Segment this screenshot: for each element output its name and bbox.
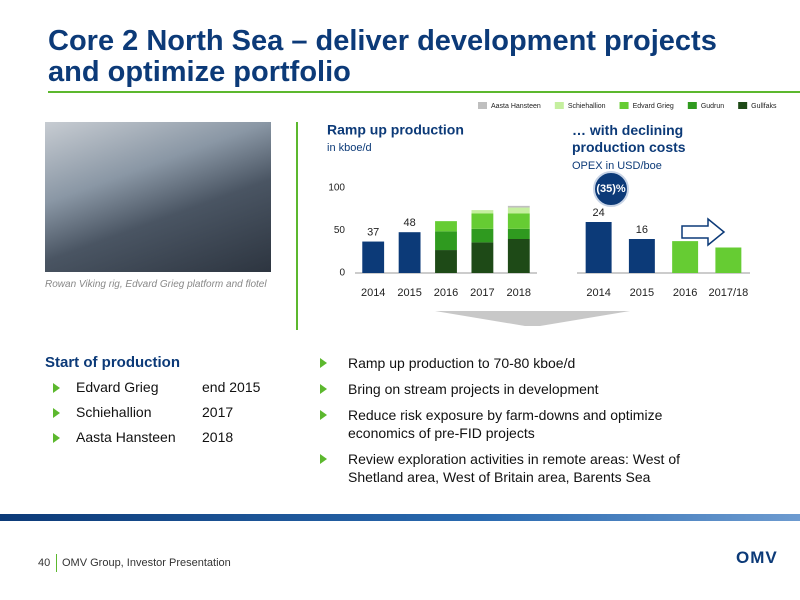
bullet-text: Ramp up production to 70-80 kboe/d — [348, 355, 576, 371]
x-tick-label: 2015 — [630, 287, 654, 299]
bar-segment — [471, 210, 494, 214]
bar-segment — [672, 241, 699, 273]
legend-swatch — [619, 102, 629, 109]
sop-name: Aasta Hansteen — [76, 429, 176, 445]
bar-segment — [507, 228, 530, 239]
bar-segment — [471, 228, 494, 243]
page-number: 40 — [38, 557, 51, 569]
trend-arrow — [681, 217, 726, 247]
footer-text: OMV Group, Investor Presentation — [62, 557, 231, 569]
photo-caption: Rowan Viking rig, Edvard Grieg platform … — [45, 279, 267, 290]
bullet-marker — [53, 383, 60, 393]
charts: Ramp up production 0 50 100 2014 37 2015 48 2016… — [327, 102, 777, 326]
x-tick-label: 2018 — [507, 287, 531, 299]
bullet-text: Reduce risk exposure by farm-downs and o… — [348, 407, 663, 441]
legend-label: Gudrun — [701, 103, 724, 110]
data-label: 48 — [403, 217, 415, 229]
x-tick-label: 2014 — [586, 287, 610, 299]
legend-swatch — [554, 102, 564, 109]
chart-subtitle: in kboe/d — [327, 142, 372, 154]
bullet-marker — [53, 433, 60, 443]
chart-subtitle: OPEX in USD/boe — [572, 160, 662, 172]
x-tick-label: 2017/18 — [708, 287, 748, 299]
legend-swatch — [738, 102, 748, 109]
legend-label: Schiehallion — [568, 103, 606, 110]
bar-segment — [715, 247, 742, 273]
x-tick-label: 2017 — [470, 287, 494, 299]
data-label: 37 — [367, 226, 379, 238]
sop-date: end 2015 — [202, 379, 261, 395]
legend-swatch — [478, 102, 487, 109]
data-label: 16 — [636, 224, 648, 236]
bullet-text: Bring on stream projects in development — [348, 381, 599, 397]
divider — [296, 122, 298, 330]
sop-name: Schiehallion — [76, 404, 152, 420]
y-tick-label: 100 — [328, 183, 345, 194]
x-tick-label: 2016 — [673, 287, 697, 299]
bullet-marker — [53, 408, 60, 418]
footer-band — [0, 514, 800, 521]
chart-title: … with declining production costs — [572, 122, 686, 155]
bullet-marker — [320, 358, 327, 368]
bar-segment — [507, 207, 530, 214]
bar — [362, 241, 385, 273]
bar — [398, 232, 421, 273]
title-rule — [48, 91, 800, 93]
arrow-down — [435, 311, 630, 326]
bar-segment — [471, 213, 494, 229]
logo: OMV — [736, 548, 778, 567]
sop-date: 2018 — [202, 429, 234, 445]
bullet-text: Review exploration activities in remote … — [348, 451, 680, 485]
x-tick-label: 2015 — [397, 287, 421, 299]
y-tick-label: 50 — [334, 225, 346, 236]
bar-segment — [471, 242, 494, 273]
bullet-marker — [320, 454, 327, 464]
bullet-marker — [320, 410, 327, 420]
x-tick-label: 2016 — [434, 287, 458, 299]
annotation: (35)% — [596, 183, 626, 195]
bar-segment — [435, 231, 457, 251]
chart-title: Ramp up production — [327, 122, 464, 138]
footer-sep — [56, 554, 57, 572]
title: Core 2 North Sea – deliver development p… — [48, 25, 717, 88]
data-label: 24 — [593, 207, 605, 219]
bar-segment — [507, 213, 530, 229]
legend-label: Edvard Grieg — [633, 103, 674, 110]
annotation-badge — [593, 171, 629, 207]
legend-label: Aasta Hansteen — [491, 103, 541, 110]
bullet-marker — [320, 384, 327, 394]
x-tick-label: 2014 — [361, 287, 385, 299]
bar — [628, 239, 655, 273]
legend-label: Gullfaks — [751, 103, 777, 110]
bar-segment — [507, 239, 530, 273]
legend-swatch — [687, 102, 697, 109]
bar — [585, 222, 612, 273]
y-tick-label: 0 — [339, 268, 345, 279]
sop-date: 2017 — [202, 404, 234, 420]
sop-title: Start of production — [45, 354, 180, 371]
bar-segment — [435, 250, 457, 273]
bar-segment — [507, 205, 530, 208]
sop-name: Edvard Grieg — [76, 379, 159, 395]
photo — [45, 122, 271, 272]
bar-segment — [435, 221, 457, 232]
